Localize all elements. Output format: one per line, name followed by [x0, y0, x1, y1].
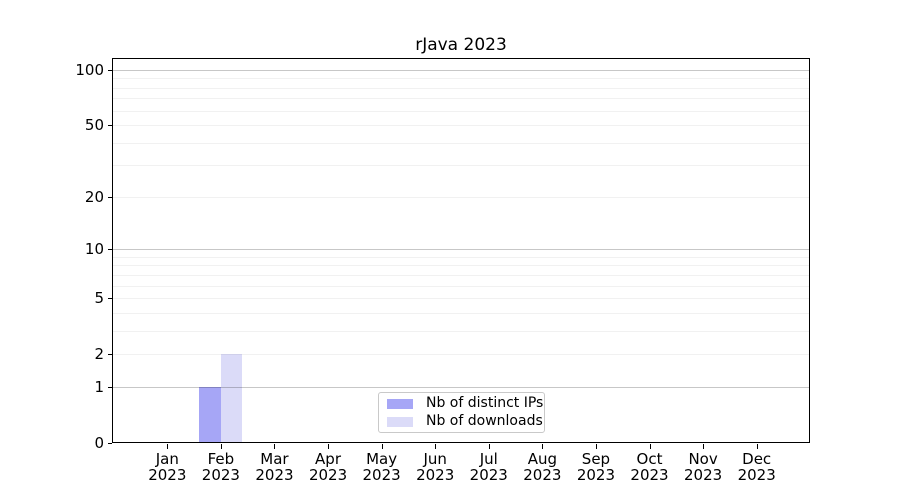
y-tick-label-100: 100: [75, 61, 104, 79]
plot-frame: [112, 58, 810, 443]
y-tick-label-2: 2: [94, 345, 104, 364]
x-tick-jan-2023: [167, 444, 169, 449]
x-tick-label-oct-2023: Oct 2023: [630, 450, 669, 484]
x-tick-dec-2023: [756, 444, 758, 449]
legend-item-downloads: Nb of downloads: [387, 414, 544, 429]
x-tick-aug-2023: [542, 444, 544, 449]
x-tick-oct-2023: [649, 444, 651, 449]
x-tick-label-dec-2023: Dec 2023: [737, 450, 776, 484]
x-tick-label-jun-2023: Jun 2023: [416, 450, 455, 484]
legend-label-downloads: Nb of downloads: [426, 413, 543, 429]
y-tick-label-0: 0: [94, 434, 104, 452]
x-tick-label-aug-2023: Aug 2023: [523, 450, 562, 484]
chart-title: rJava 2023: [415, 35, 507, 55]
x-tick-feb-2023: [220, 444, 222, 449]
x-tick-apr-2023: [328, 444, 330, 449]
legend-swatch-downloads: [387, 416, 413, 427]
x-tick-label-feb-2023: Feb 2023: [201, 450, 240, 484]
y-tick-0: [108, 443, 112, 444]
x-tick-label-sep-2023: Sep 2023: [576, 450, 616, 484]
legend-label-distinct-ips: Nb of distinct IPs: [426, 395, 544, 411]
legend-item-distinct-ips: Nb of distinct IPs: [387, 396, 544, 411]
y-tick-label-50: 50: [84, 116, 104, 135]
y-tick-label-5: 5: [94, 289, 104, 308]
x-tick-nov-2023: [703, 444, 705, 449]
x-tick-label-jan-2023: Jan 2023: [148, 450, 187, 484]
x-tick-label-may-2023: May 2023: [362, 450, 401, 484]
y-tick-label-20: 20: [84, 187, 104, 206]
x-tick-jun-2023: [435, 444, 437, 449]
x-tick-label-apr-2023: Apr 2023: [308, 450, 348, 484]
x-tick-sep-2023: [595, 444, 597, 449]
x-tick-label-mar-2023: Mar 2023: [255, 450, 294, 484]
x-tick-mar-2023: [274, 444, 276, 449]
legend: Nb of distinct IPs Nb of downloads: [378, 392, 545, 433]
x-tick-label-jul-2023: Jul 2023: [469, 450, 508, 484]
x-tick-may-2023: [381, 444, 383, 449]
legend-swatch-distinct-ips: [387, 398, 413, 409]
x-tick-jul-2023: [488, 444, 490, 449]
y-tick-label-10: 10: [84, 240, 104, 259]
x-tick-label-nov-2023: Nov 2023: [684, 450, 723, 484]
y-tick-label-1: 1: [94, 377, 104, 396]
